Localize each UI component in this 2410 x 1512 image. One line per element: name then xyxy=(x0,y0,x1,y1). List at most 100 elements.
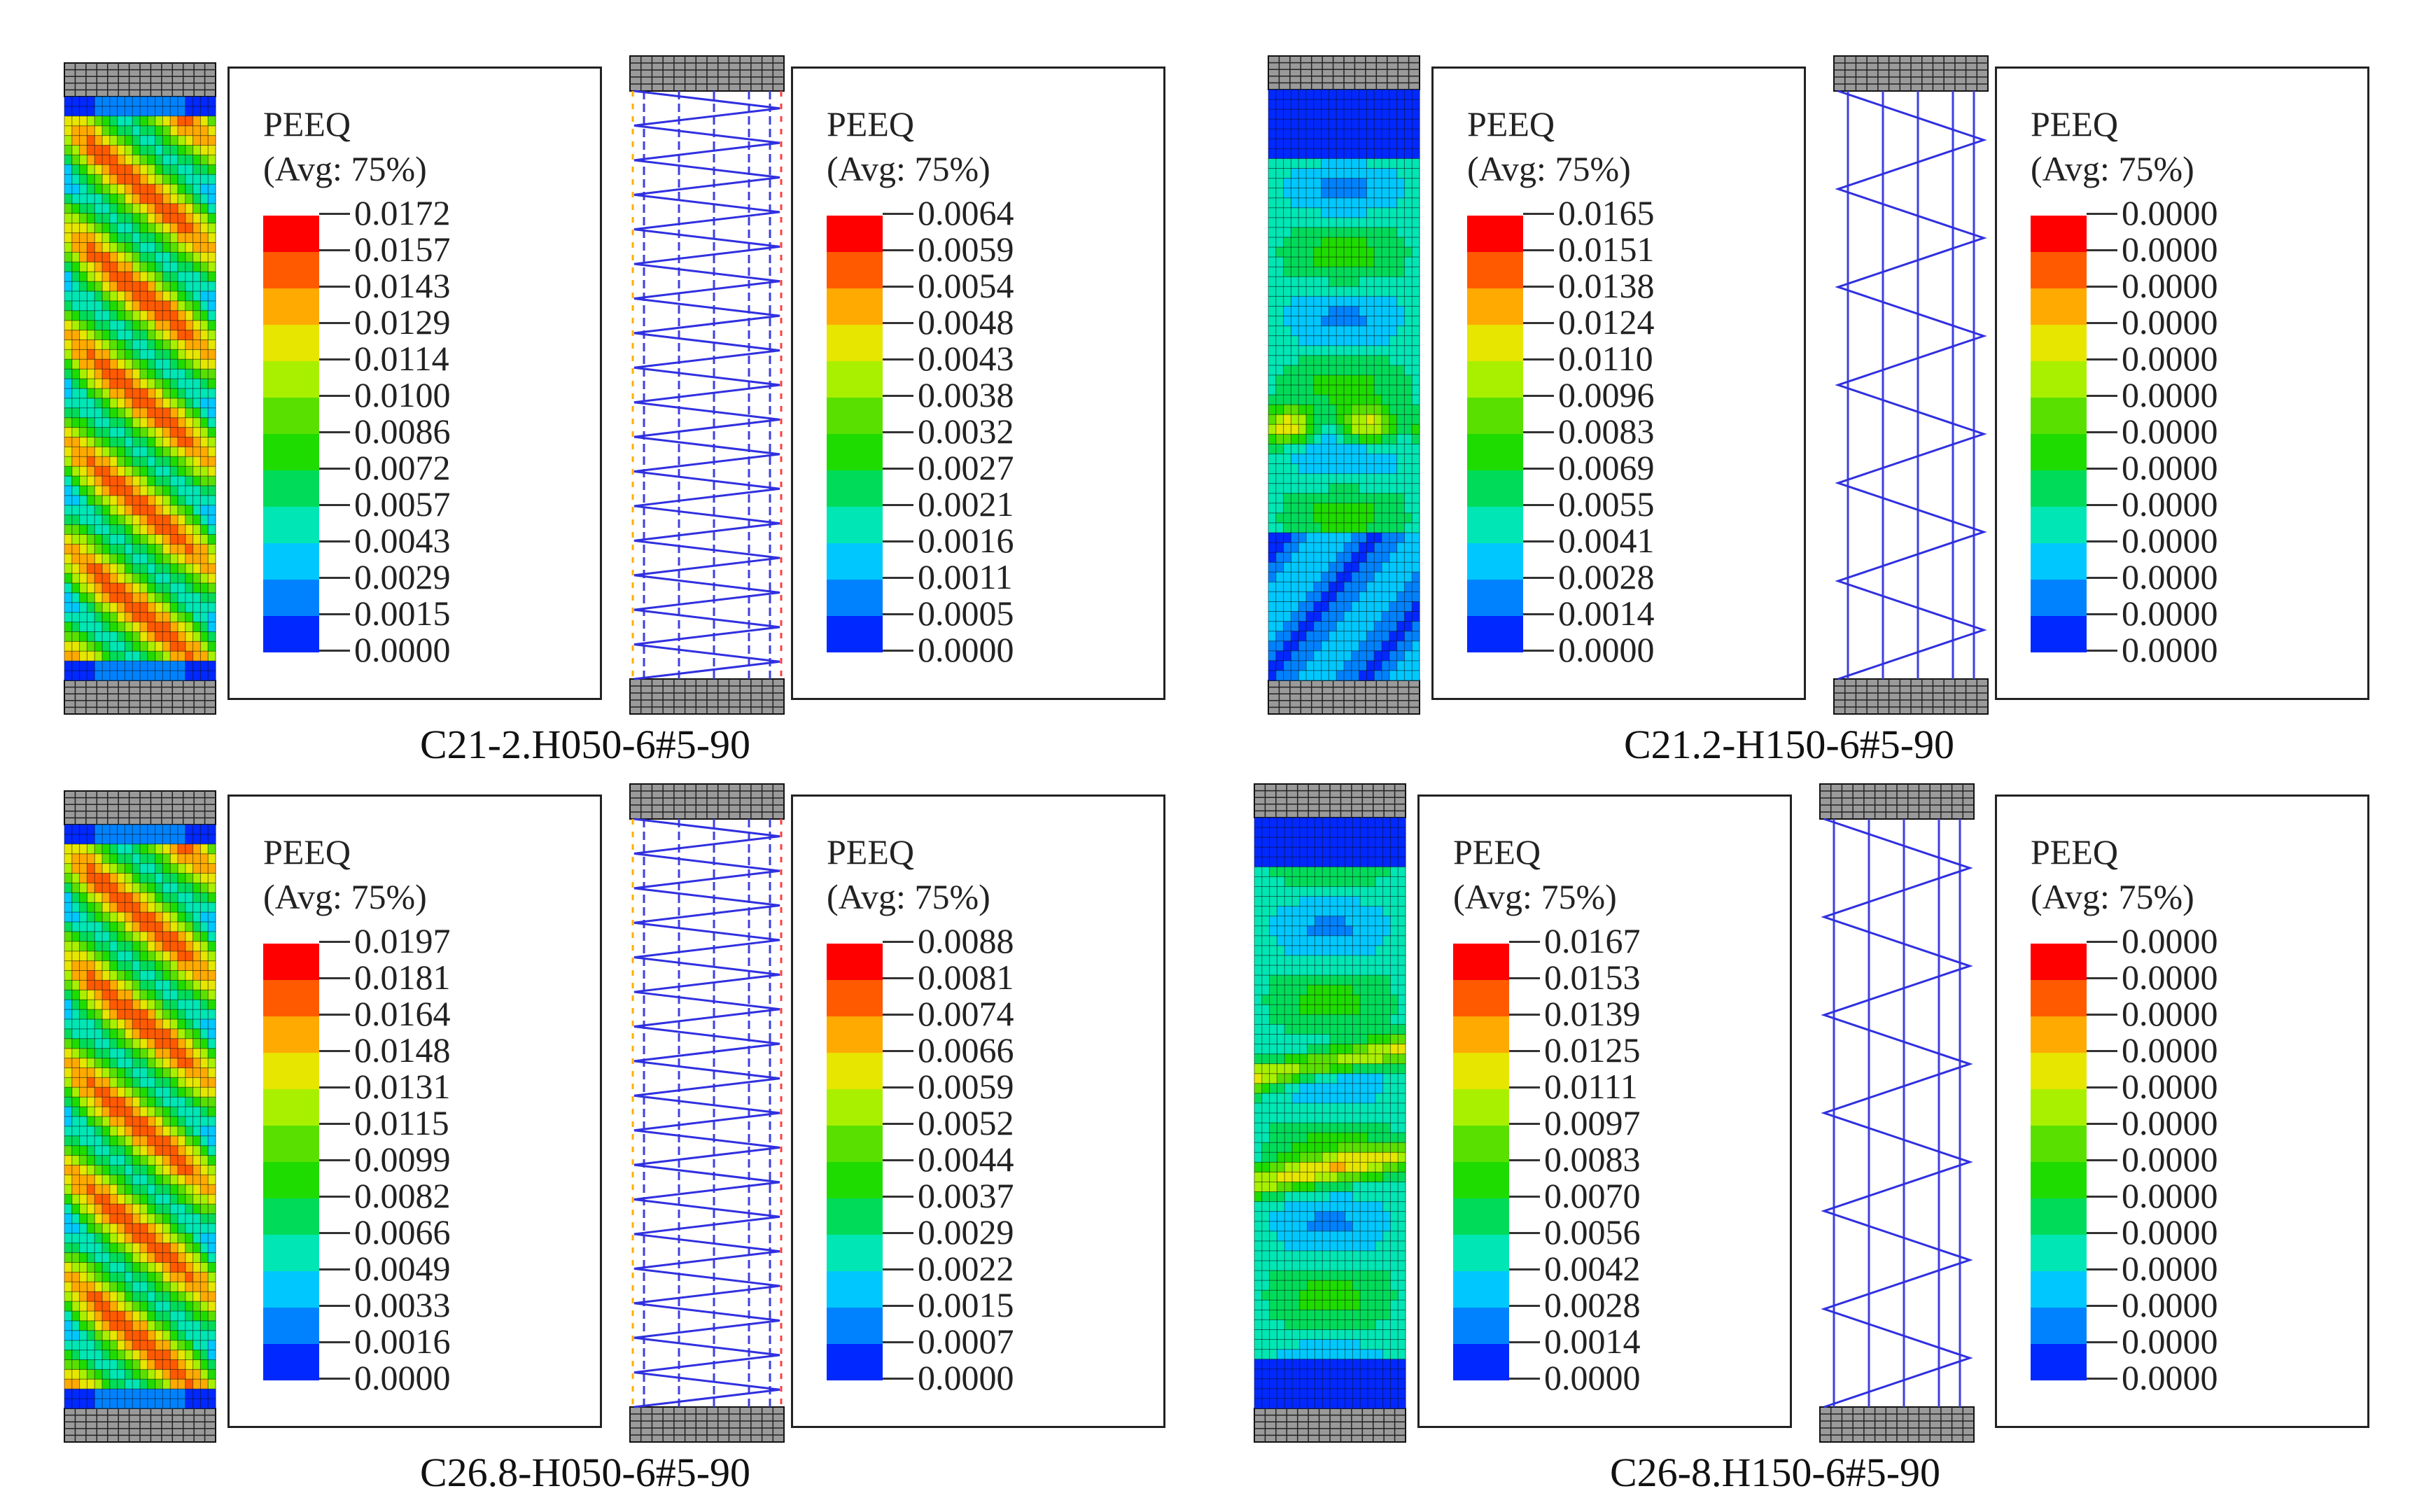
color-swatch xyxy=(827,944,883,980)
color-swatch xyxy=(263,944,319,980)
color-swatch xyxy=(263,216,319,252)
spiral-stirrup xyxy=(634,91,780,679)
legend-value: 0.0016 xyxy=(354,1323,451,1359)
color-swatch xyxy=(827,1198,883,1235)
color-swatch xyxy=(2031,543,2087,580)
legend-avg: (Avg: 75%) xyxy=(2031,148,2194,189)
legend-value: 0.0000 xyxy=(2122,1068,2218,1105)
color-swatch xyxy=(263,1235,319,1271)
legend-value: 0.0005 xyxy=(918,595,1014,631)
color-swatch xyxy=(263,1162,319,1198)
legend-value: 0.0032 xyxy=(918,413,1014,449)
legend-value: 0.0049 xyxy=(354,1250,451,1287)
color-swatch xyxy=(1467,616,1523,652)
color-swatch xyxy=(827,398,883,434)
color-swatch xyxy=(2031,1126,2087,1162)
color-swatch xyxy=(2031,1089,2087,1126)
color-swatch xyxy=(263,580,319,616)
color-bar xyxy=(263,944,319,1380)
legend-value: 0.0000 xyxy=(2122,449,2218,486)
legend-avg: (Avg: 75%) xyxy=(263,876,427,917)
legend-value: 0.0138 xyxy=(1558,267,1655,304)
legend-value: 0.0000 xyxy=(2122,1177,2218,1214)
color-swatch xyxy=(263,252,319,288)
color-swatch xyxy=(2031,325,2087,361)
legend-value: 0.0000 xyxy=(354,1359,451,1396)
legend-value: 0.0021 xyxy=(918,486,1014,522)
legend-value: 0.0074 xyxy=(918,995,1014,1032)
legend-value: 0.0000 xyxy=(2122,1287,2218,1323)
legend-value: 0.0043 xyxy=(354,522,451,559)
legend-value: 0.0048 xyxy=(918,304,1014,340)
legend-value: 0.0000 xyxy=(918,631,1014,668)
legend-value: 0.0038 xyxy=(918,377,1014,413)
color-swatch xyxy=(827,543,883,580)
color-swatch xyxy=(263,288,319,325)
legend-avg: (Avg: 75%) xyxy=(827,876,990,917)
color-swatch xyxy=(1453,1016,1509,1053)
color-swatch xyxy=(263,361,319,398)
color-swatch xyxy=(827,434,883,470)
color-swatch xyxy=(2031,1235,2087,1271)
legend-value: 0.0033 xyxy=(354,1287,451,1323)
legend-value: 0.0139 xyxy=(1544,995,1641,1032)
legend-value: 0.0056 xyxy=(1544,1214,1641,1250)
color-swatch xyxy=(263,325,319,361)
legend-value: 0.0000 xyxy=(354,631,451,668)
color-swatch xyxy=(827,288,883,325)
legend-value: 0.0143 xyxy=(354,267,451,304)
panel-caption: C21-2.H050-6#5-90 xyxy=(420,721,750,768)
legend-value: 0.0027 xyxy=(918,449,1014,486)
legend-value: 0.0015 xyxy=(918,1287,1014,1323)
legend-value: 0.0041 xyxy=(1558,522,1655,559)
steel-cage-view xyxy=(1806,784,1988,1442)
color-swatch xyxy=(263,1198,319,1235)
legend-value: 0.0029 xyxy=(354,559,451,595)
color-swatch xyxy=(827,1308,883,1344)
legend-value: 0.0148 xyxy=(354,1032,451,1068)
color-swatch xyxy=(827,216,883,252)
color-swatch xyxy=(827,1053,883,1089)
legend-title: PEEQ xyxy=(2031,104,2118,144)
color-swatch xyxy=(2031,434,2087,470)
legend-avg: (Avg: 75%) xyxy=(1467,148,1631,189)
panel-caption: C26-8.H150-6#5-90 xyxy=(1610,1449,1940,1496)
legend-value: 0.0000 xyxy=(1544,1359,1641,1396)
color-swatch xyxy=(2031,470,2087,507)
legend-value: 0.0157 xyxy=(354,231,451,267)
color-swatch xyxy=(263,1271,319,1308)
color-swatch xyxy=(263,1053,319,1089)
legend-value: 0.0042 xyxy=(1544,1250,1641,1287)
color-swatch xyxy=(1453,1089,1509,1126)
legend-value: 0.0064 xyxy=(918,195,1014,231)
legend-title: PEEQ xyxy=(263,832,351,872)
legend-value: 0.0000 xyxy=(2122,1032,2218,1068)
steel-cage-view xyxy=(616,56,798,714)
legend-value: 0.0115 xyxy=(354,1105,451,1141)
panel-caption: C21.2-H150-6#5-90 xyxy=(1624,721,1954,768)
color-swatch xyxy=(1453,1198,1509,1235)
legend-value: 0.0172 xyxy=(354,195,451,231)
color-swatch xyxy=(2031,1271,2087,1308)
color-bar xyxy=(1453,944,1509,1380)
legend-value: 0.0000 xyxy=(2122,1214,2218,1250)
color-swatch xyxy=(1453,1344,1509,1380)
color-swatch xyxy=(263,1016,319,1053)
legend-avg: (Avg: 75%) xyxy=(263,148,427,189)
color-bar xyxy=(263,216,319,652)
color-swatch xyxy=(2031,944,2087,980)
color-swatch xyxy=(827,470,883,507)
color-swatch xyxy=(827,252,883,288)
spiral-stirrup xyxy=(1824,819,1970,1407)
color-swatch xyxy=(1453,944,1509,980)
legend-value: 0.0000 xyxy=(2122,304,2218,340)
color-swatch xyxy=(2031,1308,2087,1344)
legend-value: 0.0000 xyxy=(1558,631,1655,668)
legend-value: 0.0011 xyxy=(918,559,1014,595)
legend-avg: (Avg: 75%) xyxy=(2031,876,2194,917)
legend-value: 0.0082 xyxy=(354,1177,451,1214)
steel-cage-view xyxy=(1820,56,2002,714)
